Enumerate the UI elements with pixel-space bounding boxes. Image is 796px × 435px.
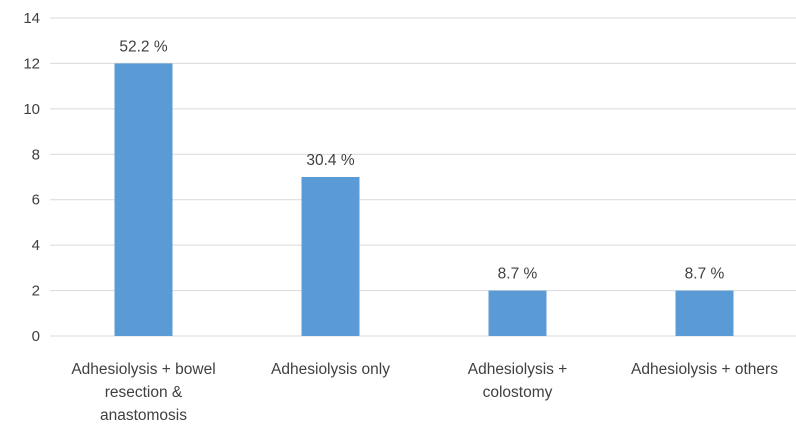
category-label: Adhesiolysis + bowel resection & anastomos… <box>71 361 215 424</box>
data-label: 30.4 % <box>306 152 354 169</box>
data-label: 52.2 % <box>119 38 167 55</box>
category-label-line: colostomy <box>483 384 553 401</box>
gridlines <box>50 17 796 337</box>
bar <box>114 63 173 337</box>
category-label-line: resection & <box>105 384 183 401</box>
category-label: Adhesiolysis + colostomy <box>468 361 568 401</box>
category-label-line: Adhesiolysis only <box>271 361 390 378</box>
category-label-line: Adhesiolysis + others <box>631 361 778 378</box>
y-tick-label: 6 <box>32 192 40 209</box>
y-tick-label: 10 <box>23 101 40 118</box>
category-label-line: Adhesiolysis + <box>468 361 568 378</box>
y-tick-label: 8 <box>32 146 40 163</box>
data-label: 8.7 % <box>498 266 538 283</box>
bar <box>675 290 734 336</box>
y-tick-label: 0 <box>32 328 40 345</box>
category-label: Adhesiolysis only <box>271 361 390 378</box>
x-axis-categories: Adhesiolysis + bowel resection & anastomos… <box>71 361 778 424</box>
data-label: 8.7 % <box>685 266 725 283</box>
category-label-line: Adhesiolysis + bowel <box>71 361 215 378</box>
y-axis-ticks: 0 2 4 6 8 10 12 14 <box>23 10 40 345</box>
y-tick-label: 2 <box>32 283 40 300</box>
category-label: Adhesiolysis + others <box>631 361 778 378</box>
y-tick-label: 14 <box>23 10 40 27</box>
category-label-line: anastomosis <box>100 407 187 424</box>
bar <box>301 177 360 336</box>
bars <box>114 63 734 337</box>
data-labels: 52.2 % 30.4 % 8.7 % 8.7 % <box>119 38 724 282</box>
y-tick-label: 4 <box>32 237 40 254</box>
bar <box>488 290 547 336</box>
y-tick-label: 12 <box>23 55 40 72</box>
